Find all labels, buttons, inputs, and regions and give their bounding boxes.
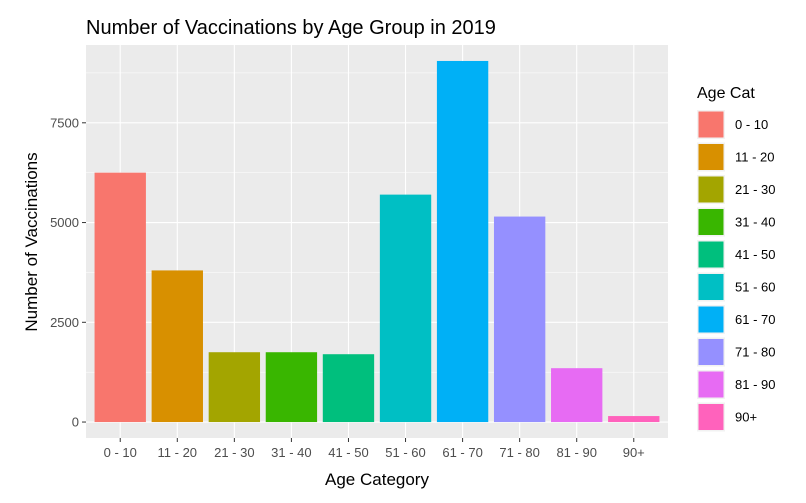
legend-label: 31 - 40 bbox=[735, 215, 775, 230]
bar-2 bbox=[151, 270, 203, 423]
legend-swatch bbox=[698, 144, 724, 170]
bar-7 bbox=[436, 60, 489, 423]
legend-label: 90+ bbox=[735, 410, 757, 425]
legend-swatch bbox=[698, 274, 724, 300]
x-tick-label: 31 - 40 bbox=[271, 445, 311, 460]
bars-group bbox=[94, 60, 660, 423]
bar-10 bbox=[608, 416, 660, 423]
legend-swatch bbox=[698, 209, 724, 235]
x-tick-label: 61 - 70 bbox=[442, 445, 482, 460]
x-tick-label: 41 - 50 bbox=[328, 445, 368, 460]
legend-label: 41 - 50 bbox=[735, 247, 775, 262]
x-tick-label: 11 - 20 bbox=[158, 445, 198, 460]
x-tick-label: 0 - 10 bbox=[104, 445, 137, 460]
legend-swatch bbox=[698, 176, 724, 203]
legend-label: 71 - 80 bbox=[735, 345, 775, 360]
x-tick-label: 21 - 30 bbox=[214, 445, 254, 460]
x-tick-label: 71 - 80 bbox=[499, 445, 539, 460]
x-axis-ticks: 0 - 10 11 - 20 21 - 30 31 - 40 41 - 50 51 - 6… bbox=[104, 438, 645, 460]
bar-6 bbox=[379, 194, 432, 423]
bar-9 bbox=[551, 368, 603, 423]
legend-label: 11 - 20 bbox=[735, 150, 775, 165]
legend-swatch bbox=[698, 339, 724, 365]
bar-8 bbox=[493, 216, 546, 423]
x-tick-label: 81 - 90 bbox=[556, 445, 596, 460]
legend-label: 81 - 90 bbox=[735, 377, 775, 392]
x-tick-label: 51 - 60 bbox=[385, 445, 425, 460]
bar-3 bbox=[208, 352, 261, 423]
y-tick-label: 7500 bbox=[50, 115, 79, 130]
bar-4 bbox=[265, 352, 318, 423]
x-axis-title: Age Category bbox=[325, 470, 429, 489]
y-tick-label: 0 bbox=[72, 415, 79, 430]
y-axis-ticks: 0 2500 5000 7500 bbox=[50, 115, 86, 430]
legend-items: 0 - 10 11 - 20 21 - 30 31 - 40 41 - 50 51 - 6… bbox=[697, 110, 775, 432]
legend-label: 21 - 30 bbox=[735, 182, 775, 197]
x-tick-label: 90+ bbox=[623, 445, 645, 460]
legend-swatch bbox=[698, 241, 724, 268]
legend-swatch bbox=[698, 404, 724, 430]
legend: Age Cat 0 - 10 11 - 20 21 - 30 31 - 40 41 - … bbox=[697, 85, 775, 432]
legend-label: 51 - 60 bbox=[735, 280, 775, 295]
y-tick-label: 2500 bbox=[50, 315, 79, 330]
chart-title: Number of Vaccinations by Age Group in 2… bbox=[86, 17, 496, 39]
legend-swatch bbox=[698, 306, 724, 333]
legend-swatch bbox=[698, 111, 724, 138]
bar-5 bbox=[322, 354, 375, 423]
legend-label: 0 - 10 bbox=[735, 117, 768, 132]
legend-title: Age Cat bbox=[697, 85, 755, 102]
legend-label: 61 - 70 bbox=[735, 312, 775, 327]
y-tick-label: 5000 bbox=[50, 215, 79, 230]
y-axis-title: Number of Vaccinations bbox=[22, 152, 41, 331]
legend-swatch bbox=[698, 371, 724, 398]
bar-1 bbox=[94, 172, 146, 423]
